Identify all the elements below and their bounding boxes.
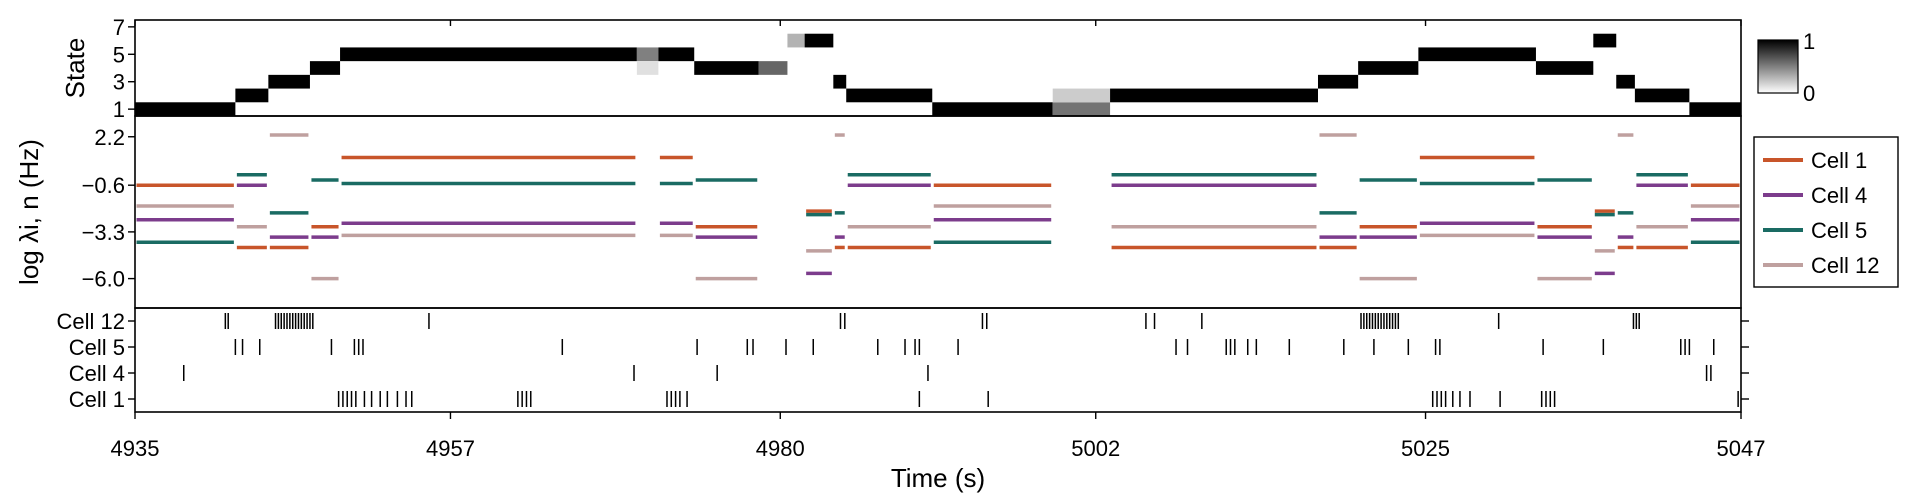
state-segment-5 — [636, 47, 659, 62]
rates-y-axis-label: log λi, n (Hz) — [14, 139, 44, 285]
xtick-label-5025: 5025 — [1401, 436, 1450, 461]
state-axes-frame — [134, 19, 1742, 117]
colorbar-max-label: 1 — [1803, 29, 1815, 54]
xtick-label-4980: 4980 — [756, 436, 805, 461]
state-segment-9 — [758, 61, 788, 75]
state-segment-17 — [1110, 88, 1318, 103]
raster-label-cell-12: Cell 12 — [57, 309, 125, 334]
state-segment-12 — [833, 74, 847, 89]
state-ytick-label-7: 7 — [113, 15, 125, 40]
rate-ytick-label-2p2: 2.2 — [94, 125, 125, 150]
colorbar-gradient — [1757, 39, 1799, 94]
x-axis-ticks: 4935 4957 4980 5002 5025 5047 — [111, 20, 1766, 461]
raster-axes-frame — [134, 307, 1742, 413]
state-segment-23 — [1616, 74, 1635, 89]
xtick-label-5002: 5002 — [1071, 436, 1120, 461]
state-colorbar: 1 0 — [1757, 29, 1815, 106]
x-axis-label: Time (s) — [891, 463, 985, 493]
state-segment-15 — [1052, 102, 1111, 116]
rates-panel: 2.2 −0.6 −3.3 −6.0 log λi, n (Hz) — [14, 115, 1742, 309]
state-segment-10 — [787, 33, 805, 48]
state-ytick-label-3: 3 — [113, 70, 125, 95]
xtick-label-4957: 4957 — [426, 436, 475, 461]
state-segment-20 — [1418, 47, 1536, 62]
raster-label-cell-4: Cell 4 — [69, 361, 125, 386]
legend-items: Cell 1 Cell 4 Cell 5 Cell 12 — [1763, 148, 1879, 278]
state-segment-1 — [235, 88, 269, 103]
state-ytick-label-1: 1 — [113, 97, 125, 122]
state-y-axis-label: State — [60, 38, 90, 99]
rate-ytick-label-m6: −6.0 — [82, 267, 125, 292]
state-segment-18 — [1317, 74, 1359, 89]
rates-legend: Cell 1 Cell 4 Cell 5 Cell 12 — [1753, 136, 1899, 288]
rate-lines — [136, 133, 1740, 281]
state-segment-24 — [1634, 88, 1690, 103]
xtick-label-5047: 5047 — [1717, 436, 1766, 461]
state-segment-8 — [694, 61, 759, 75]
legend-label-cell-4: Cell 4 — [1811, 183, 1867, 208]
state-segment-0 — [135, 102, 236, 116]
state-segment-13 — [846, 88, 933, 103]
raster-label-cell-1: Cell 1 — [69, 387, 125, 412]
raster-label-cell-5: Cell 5 — [69, 335, 125, 360]
state-segment-7 — [658, 47, 695, 62]
colorbar-min-label: 0 — [1803, 81, 1815, 106]
rate-ytick-label-m3p3: −3.3 — [82, 220, 125, 245]
rates-y-ticks: 2.2 −0.6 −3.3 −6.0 — [82, 125, 135, 292]
state-segment-25 — [1689, 102, 1741, 116]
legend-label-cell-1: Cell 1 — [1811, 148, 1867, 173]
state-panel: 13 57 State — [60, 15, 1742, 122]
state-segment-3 — [309, 61, 341, 75]
state-y-ticks: 13 57 — [113, 15, 135, 122]
legend-label-cell-5: Cell 5 — [1811, 218, 1867, 243]
state-segment-2 — [268, 74, 310, 89]
state-heatmap — [135, 33, 1741, 116]
rate-ytick-label-m0p6: −0.6 — [82, 173, 125, 198]
state-segment-22 — [1593, 33, 1617, 48]
state-segment-4 — [340, 47, 637, 62]
state-ytick-label-5: 5 — [113, 42, 125, 67]
spike-raster — [183, 313, 1739, 407]
legend-label-cell-12: Cell 12 — [1811, 253, 1879, 278]
state-segment-21 — [1535, 61, 1594, 75]
state-segment-16 — [1052, 88, 1111, 103]
state-segment-6 — [636, 61, 659, 75]
state-segment-19 — [1358, 61, 1419, 75]
xtick-label-4935: 4935 — [111, 436, 160, 461]
rates-axes-frame — [134, 115, 1742, 309]
state-segment-14 — [932, 102, 1053, 116]
state-segment-11 — [804, 33, 834, 48]
